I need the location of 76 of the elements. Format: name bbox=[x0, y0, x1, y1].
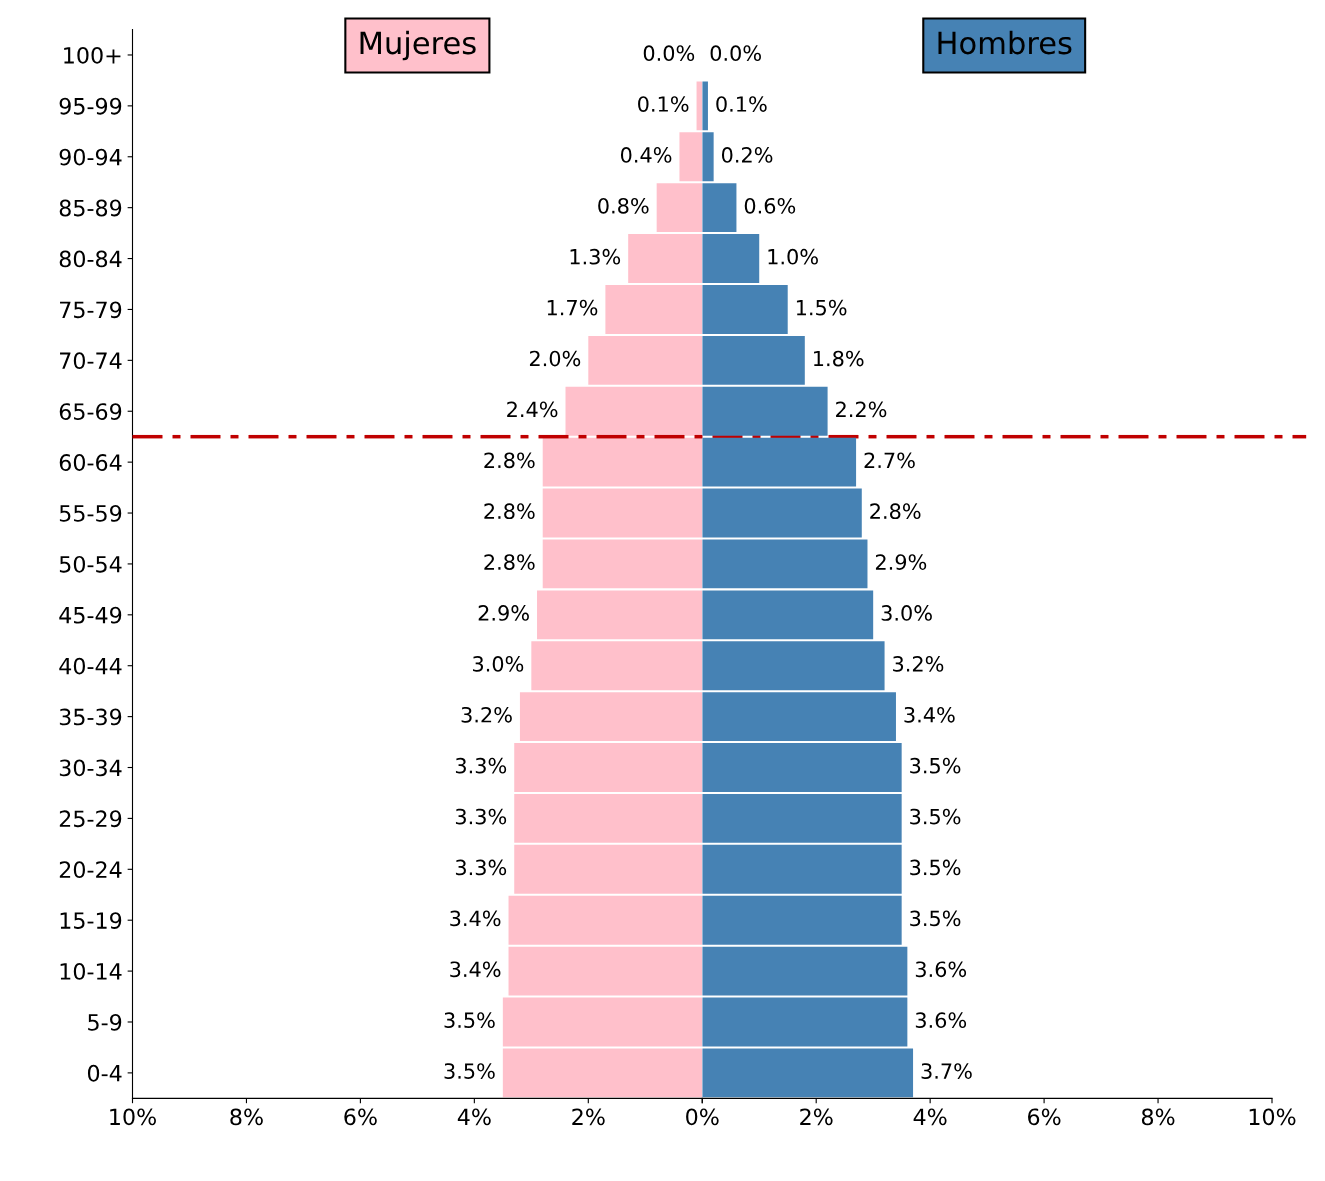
data-label: 3.2% bbox=[893, 656, 944, 672]
y-tick-label: 80-84 bbox=[59, 250, 122, 268]
x-tick-label: 6% bbox=[1028, 1108, 1061, 1126]
x-tick-label: 10% bbox=[110, 1108, 156, 1126]
data-label: 3.6% bbox=[915, 961, 967, 978]
data-label: 0.1% bbox=[716, 96, 767, 112]
data-label: 3.2% bbox=[461, 706, 512, 723]
data-label: 1.3% bbox=[570, 248, 621, 265]
data-label: 3.7% bbox=[921, 1063, 972, 1079]
data-label: 2.0% bbox=[529, 350, 581, 367]
data-label: 0.8% bbox=[598, 197, 649, 214]
data-label: 3.3% bbox=[455, 859, 507, 876]
data-label: 3.5% bbox=[910, 808, 961, 825]
y-tick-label: 40-44 bbox=[59, 657, 122, 675]
data-label: 3.4% bbox=[450, 910, 501, 927]
data-label: 3.5% bbox=[444, 1063, 495, 1079]
data-label: 2.8% bbox=[484, 452, 535, 469]
y-tick-label: 10-14 bbox=[60, 963, 122, 980]
data-label: 3.3% bbox=[455, 808, 507, 825]
x-tick-label: 4% bbox=[457, 1108, 491, 1126]
data-label: 2.8% bbox=[484, 503, 535, 520]
y-tick-label: 30-34 bbox=[59, 759, 122, 777]
x-tick-label: 8% bbox=[1141, 1108, 1175, 1126]
x-tick-label: 8% bbox=[230, 1108, 263, 1126]
data-label: 0.0% bbox=[710, 45, 761, 62]
y-tick-label: 75-79 bbox=[60, 301, 122, 319]
data-label: 3.6% bbox=[915, 1012, 967, 1029]
data-label: 1.5% bbox=[796, 299, 847, 316]
data-label: 3.4% bbox=[450, 961, 501, 978]
y-tick-label: 65-69 bbox=[59, 403, 122, 420]
data-label: 3.5% bbox=[910, 757, 961, 774]
data-label: 0.2% bbox=[721, 147, 773, 163]
y-tick-label: 50-54 bbox=[59, 555, 122, 573]
data-label: 2.2% bbox=[836, 401, 887, 418]
y-tick-label: 20-24 bbox=[59, 861, 122, 879]
data-label: 1.8% bbox=[814, 350, 864, 367]
data-label: 3.5% bbox=[910, 859, 961, 876]
data-label: 2.7% bbox=[864, 452, 915, 469]
y-tick-label: 15-19 bbox=[60, 912, 122, 929]
data-label: 1.7% bbox=[547, 299, 598, 316]
data-label: 0.1% bbox=[638, 96, 689, 112]
data-label: 3.4% bbox=[904, 706, 955, 723]
data-label: 2.4% bbox=[507, 401, 558, 418]
data-label: 2.8% bbox=[870, 503, 921, 520]
y-tick-label: 45-49 bbox=[59, 606, 122, 624]
data-label: 2.9% bbox=[875, 554, 927, 570]
y-tick-label: 60-64 bbox=[59, 454, 122, 471]
data-label: 3.0% bbox=[473, 656, 524, 672]
x-tick-label: 0% bbox=[686, 1108, 719, 1126]
y-tick-label: 100+ bbox=[64, 46, 121, 64]
data-label: 0.6% bbox=[744, 197, 796, 214]
x-tick-label: 2% bbox=[800, 1108, 833, 1126]
y-tick-label: 25-29 bbox=[59, 810, 122, 828]
text: Mujeres bbox=[360, 30, 476, 61]
y-tick-label: 35-39 bbox=[59, 708, 122, 726]
y-tick-label: 55-59 bbox=[59, 504, 122, 522]
y-tick-label: 0-4 bbox=[87, 1064, 122, 1082]
y-tick-label: 5-9 bbox=[88, 1013, 122, 1031]
data-label: 3.3% bbox=[455, 757, 507, 774]
y-tick-label: 90-94 bbox=[59, 148, 122, 166]
data-label: 3.0% bbox=[881, 605, 932, 621]
x-tick-label: 10% bbox=[1249, 1108, 1296, 1126]
data-label: 2.9% bbox=[478, 605, 529, 621]
data-label: 3.5% bbox=[910, 910, 961, 927]
x-tick-label: 4% bbox=[913, 1108, 947, 1126]
data-label: 0.4% bbox=[620, 147, 672, 163]
text: Hombres bbox=[938, 30, 1072, 55]
y-tick-label: 70-74 bbox=[60, 352, 122, 370]
data-label: 3.5% bbox=[444, 1012, 495, 1029]
x-tick-label: 2% bbox=[572, 1108, 605, 1126]
y-tick-label: 95-99 bbox=[59, 97, 122, 115]
data-label: 2.8% bbox=[484, 554, 535, 570]
x-tick-label: 6% bbox=[344, 1108, 377, 1126]
data-label: 1.0% bbox=[768, 248, 818, 265]
y-tick-label: 85-89 bbox=[59, 199, 122, 217]
data-label: 0.0% bbox=[643, 45, 695, 62]
